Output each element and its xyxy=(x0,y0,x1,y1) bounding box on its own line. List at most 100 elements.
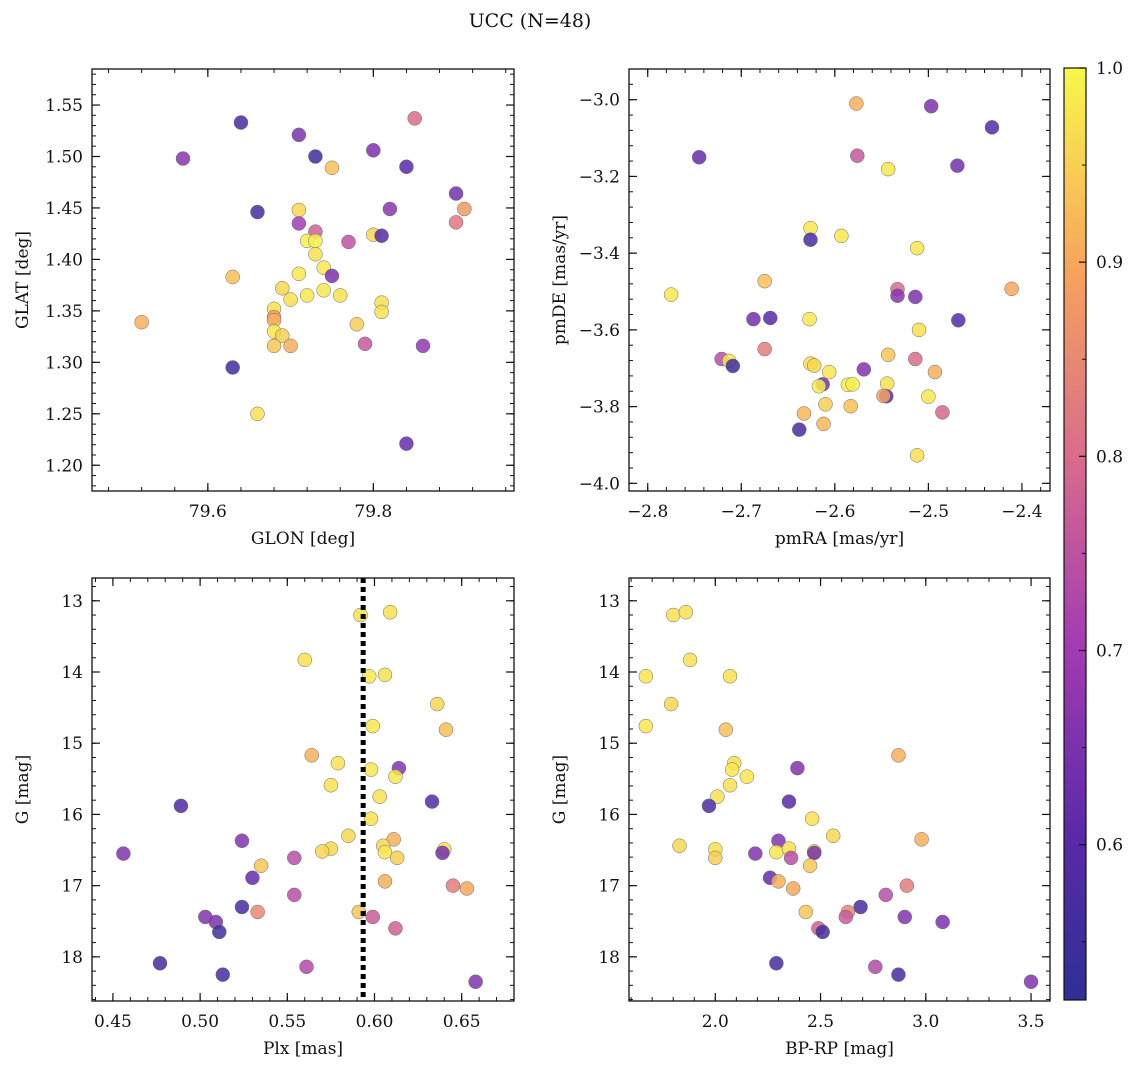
scatter-point xyxy=(722,777,738,793)
scatter-point xyxy=(897,909,913,925)
scatter-point xyxy=(701,798,717,814)
scatter-point xyxy=(757,273,772,289)
scatter-point xyxy=(323,777,339,793)
y-axis-label: G [mag] xyxy=(13,755,33,824)
scatter-point xyxy=(790,760,805,776)
scatter-point xyxy=(935,405,950,420)
scatter-point xyxy=(927,364,943,380)
scatter-point xyxy=(430,696,445,712)
scatter-point xyxy=(377,667,393,683)
scatter-point xyxy=(266,338,282,354)
scatter-point xyxy=(250,904,265,920)
x-tick-label: 0.60 xyxy=(356,1012,394,1032)
panel-glon-glat: 79.6 79.8 1.20 1.25 1.30 1.35 1.40 1.45 1.50 1.55… xyxy=(13,68,515,549)
scatter-points xyxy=(663,96,1019,463)
scatter-point xyxy=(984,120,1000,135)
minor-ticks xyxy=(629,578,1050,1001)
colorbar-tick-label: 0.8 xyxy=(1096,447,1123,467)
scatter-point xyxy=(783,850,799,866)
scatter-point xyxy=(725,358,741,374)
scatter-point xyxy=(811,379,827,394)
scatter-point xyxy=(291,266,307,282)
y-tick-label: 1.35 xyxy=(45,302,83,322)
scatter-point xyxy=(825,828,841,844)
x-tick-label: −2.8 xyxy=(627,502,668,522)
scatter-point xyxy=(708,850,723,866)
scatter-point xyxy=(341,234,356,250)
y-tick-label: 16 xyxy=(598,805,620,825)
scatter-point xyxy=(818,397,833,412)
scatter-point xyxy=(377,844,393,860)
scatter-point xyxy=(407,111,422,126)
scatter-point xyxy=(850,148,865,163)
scatter-point xyxy=(763,310,778,326)
scatter-point xyxy=(856,362,872,377)
scatter-points xyxy=(638,604,1039,990)
scatter-point xyxy=(324,268,340,284)
y-axis-label: G [mag] xyxy=(550,755,570,824)
scatter-point xyxy=(366,143,381,158)
x-axis-label: BP-RP [mag] xyxy=(785,1039,894,1059)
scatter-point xyxy=(853,899,868,915)
scatter-point xyxy=(880,161,896,177)
figure-title: UCC (N=48) xyxy=(469,10,592,32)
scatter-point xyxy=(448,215,464,230)
scatter-point xyxy=(349,317,365,332)
scatter-point xyxy=(448,186,464,201)
x-axis-label: Plx [mas] xyxy=(263,1039,343,1059)
scatter-point xyxy=(365,718,381,734)
scatter-point xyxy=(357,336,373,352)
scatter-point xyxy=(234,833,250,849)
y-tick-label: 15 xyxy=(598,734,620,754)
scatter-point xyxy=(909,448,925,463)
scatter-point xyxy=(365,909,381,925)
x-tick-label: 3.5 xyxy=(1018,1012,1045,1032)
scatter-point xyxy=(909,240,925,256)
scatter-point xyxy=(308,247,323,262)
scatter-point xyxy=(663,287,679,302)
scatter-point xyxy=(304,748,319,763)
scatter-point xyxy=(324,160,340,176)
y-tick-label: 15 xyxy=(61,734,83,754)
scatter-point xyxy=(769,844,784,860)
x-tick-label: 79.8 xyxy=(354,502,392,522)
scatter-point xyxy=(330,755,346,771)
scatter-point xyxy=(803,232,818,247)
scatter-point xyxy=(435,845,450,861)
scatter-point xyxy=(1023,974,1039,990)
scatter-points xyxy=(134,111,472,451)
scatter-point xyxy=(908,351,923,367)
scatter-point xyxy=(1004,281,1019,297)
scatter-point xyxy=(935,914,950,930)
scatter-point xyxy=(212,924,227,940)
colorbar-tick-label: 0.7 xyxy=(1096,642,1123,662)
x-tick-label: −2.6 xyxy=(814,502,855,522)
y-tick-label: −3.6 xyxy=(579,321,620,341)
scatter-point xyxy=(308,149,323,164)
scatter-point xyxy=(389,850,405,866)
scatter-point xyxy=(781,794,797,809)
y-tick-label: 14 xyxy=(61,663,83,683)
scatter-point xyxy=(250,406,265,422)
y-tick-label: −3.0 xyxy=(579,91,620,111)
scatter-point xyxy=(802,858,818,873)
scatter-point xyxy=(173,798,189,814)
scatter-point xyxy=(834,228,849,244)
scatter-point xyxy=(134,314,149,330)
scatter-point xyxy=(297,652,312,668)
scatter-point xyxy=(445,878,461,893)
scatter-point xyxy=(253,858,269,873)
colorbar: 0.6 0.7 0.8 0.9 1.0 xyxy=(1063,59,1123,1001)
scatter-point xyxy=(682,652,698,668)
minor-ticks xyxy=(92,578,515,1001)
x-tick-label: 0.55 xyxy=(268,1012,306,1032)
scatter-point xyxy=(710,789,725,804)
scatter-point xyxy=(372,789,387,804)
colorbar-tick-label: 0.6 xyxy=(1096,836,1123,856)
y-tick-label: −3.4 xyxy=(579,244,620,264)
scatter-point xyxy=(876,388,891,404)
scatter-point xyxy=(638,669,654,684)
y-tick-label: 17 xyxy=(598,877,620,897)
scatter-point xyxy=(724,762,740,777)
scatter-point xyxy=(739,769,755,784)
